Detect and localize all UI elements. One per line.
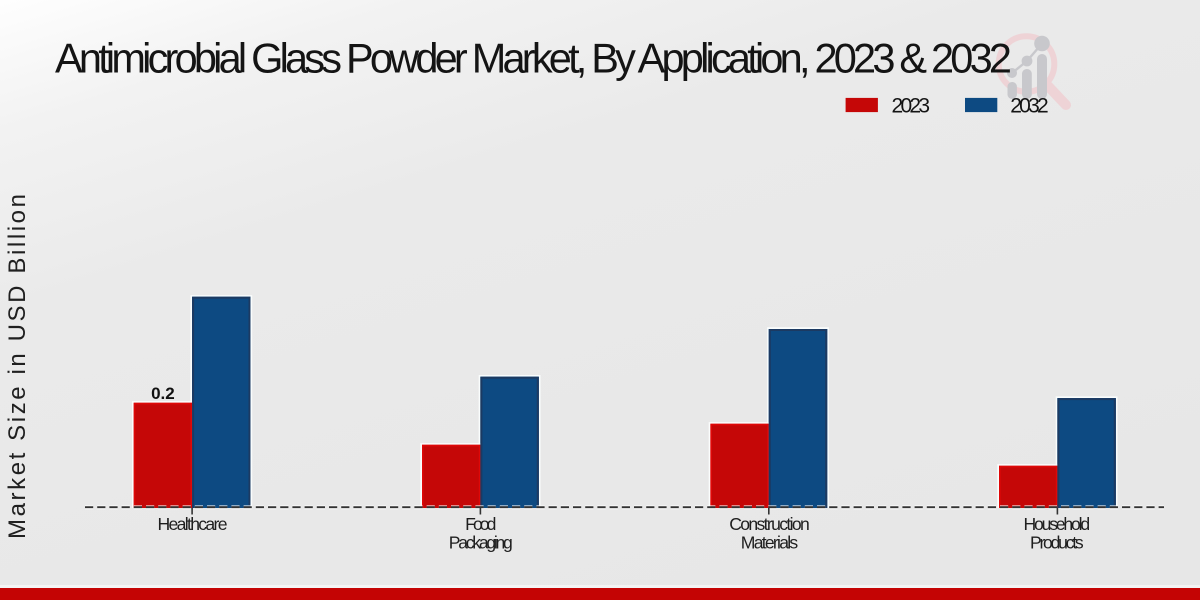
svg-text:Products: Products bbox=[1030, 533, 1084, 553]
svg-text:0.2: 0.2 bbox=[151, 384, 175, 403]
svg-text:Food: Food bbox=[465, 514, 496, 534]
svg-text:Market Size in USD Billion: Market Size in USD Billion bbox=[4, 194, 31, 539]
svg-text:Antimicrobial Glass Powder Mar: Antimicrobial Glass Powder Market, By Ap… bbox=[55, 35, 1012, 82]
svg-text:Healthcare: Healthcare bbox=[158, 514, 228, 534]
svg-text:Construction: Construction bbox=[729, 514, 810, 534]
svg-text:Household: Household bbox=[1023, 514, 1090, 534]
svg-text:Materials: Materials bbox=[741, 533, 799, 553]
svg-text:2032: 2032 bbox=[1010, 95, 1048, 118]
svg-text:2023: 2023 bbox=[892, 95, 931, 118]
svg-text:Packaging: Packaging bbox=[449, 533, 513, 553]
